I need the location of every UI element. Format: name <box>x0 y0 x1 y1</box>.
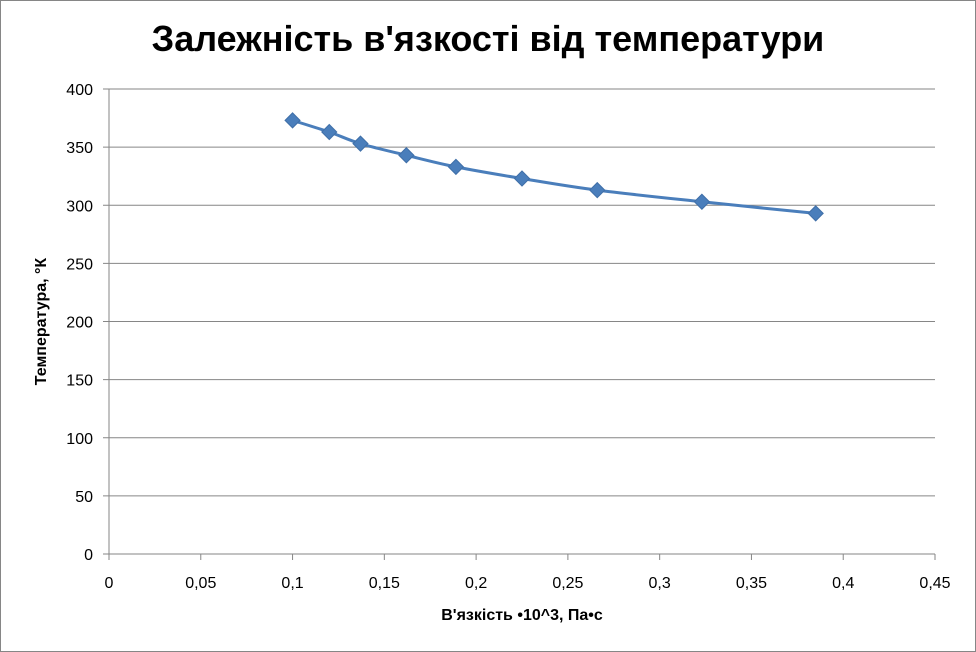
data-point-marker <box>447 158 465 176</box>
x-tick-label: 0,35 <box>736 575 767 592</box>
data-point-marker <box>352 135 369 152</box>
x-tick-label: 0,2 <box>465 575 487 592</box>
data-point-marker <box>589 181 606 199</box>
y-tick-label: 350 <box>66 140 93 157</box>
data-point-marker <box>398 147 415 164</box>
data-point-marker <box>321 123 338 141</box>
data-point-marker <box>693 193 711 210</box>
x-tick-label: 0,45 <box>919 575 950 592</box>
data-point-marker <box>807 205 824 222</box>
y-tick-label: 300 <box>66 198 93 215</box>
x-tick-label: 0,1 <box>281 575 303 592</box>
y-axis-label: Температура, °К <box>33 258 50 386</box>
x-tick-label: 0,25 <box>552 575 583 592</box>
y-tick-label: 100 <box>66 431 93 448</box>
y-tick-label: 400 <box>66 82 93 99</box>
y-tick-label: 0 <box>84 547 93 564</box>
y-tick-label: 200 <box>66 315 93 332</box>
x-tick-label: 0,15 <box>369 575 400 592</box>
y-tick-label: 250 <box>66 256 93 273</box>
data-point-marker <box>513 170 531 187</box>
x-tick-label: 0,05 <box>185 575 216 592</box>
x-tick-label: 0,4 <box>832 575 854 592</box>
y-tick-label: 50 <box>75 489 93 506</box>
data-point-marker <box>284 112 301 129</box>
series-line <box>292 118 816 215</box>
y-tick-label: 150 <box>66 373 93 390</box>
x-axis-label: В'язкість •10^3, Па•с <box>441 607 603 624</box>
chart-title: Залежність в'язкості від температури <box>151 18 825 59</box>
x-tick-label: 0,3 <box>649 575 671 592</box>
x-tick-label: 0 <box>105 575 114 592</box>
